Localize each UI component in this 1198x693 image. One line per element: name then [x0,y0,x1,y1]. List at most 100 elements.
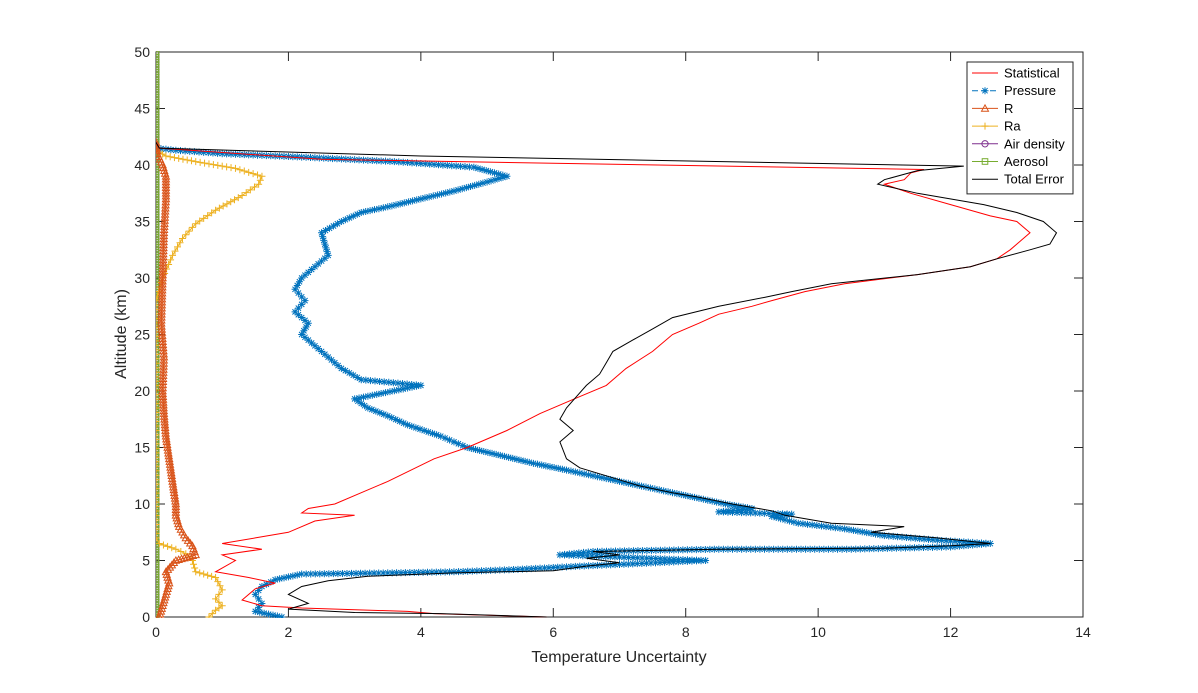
data-point-pressure [471,181,479,189]
data-point-ra [156,426,160,434]
data-point-pressure [417,381,425,389]
data-point-ra [200,570,208,578]
data-point-pressure [415,568,423,576]
data-point-pressure [867,529,875,537]
data-point-pressure [322,244,330,252]
data-point-pressure [625,553,633,561]
data-point-pressure [256,608,264,616]
data-point-pressure [357,376,365,384]
data-point-pressure [255,595,263,603]
data-point-pressure [421,194,429,202]
data-point-pressure [190,148,198,156]
data-point-pressure [293,153,301,161]
data-point-ra [205,613,213,618]
data-point-pressure [496,566,504,574]
data-point-pressure [311,154,319,162]
data-point-ra [156,359,160,367]
data-point-pressure [318,229,326,237]
data-point-pressure [404,159,412,167]
data-point-pressure [633,560,641,568]
data-point-pressure [301,271,309,279]
y-tick-label: 15 [134,440,150,456]
legend-marker-pressure [981,87,989,95]
data-point-pressure [738,505,746,513]
data-point-pressure [329,222,337,230]
data-point-pressure [861,545,869,553]
y-tick-label: 35 [134,214,150,230]
data-point-pressure [298,314,306,322]
data-point-pressure [412,381,420,389]
data-point-pressure [534,460,542,468]
data-point-pressure [388,414,396,422]
data-point-pressure [471,445,479,453]
data-point-pressure [251,607,259,615]
data-point-pressure [656,555,664,563]
data-point-pressure [783,510,791,518]
data-point-ra [201,159,209,167]
data-point-pressure [432,568,440,576]
data-point-pressure [960,542,968,550]
data-point-pressure [276,575,284,583]
data-point-ra [156,498,160,506]
data-point-ra [156,467,160,475]
data-point-pressure [200,148,208,156]
data-point-pressure [554,464,562,472]
data-point-pressure [338,570,346,578]
data-point-pressure [320,570,328,578]
data-point-pressure [395,386,403,394]
data-point-pressure [467,182,475,190]
data-point-pressure [730,502,738,510]
data-point-ra [156,435,160,443]
y-axis-title: Altitude (km) [113,289,130,379]
data-point-pressure [464,567,472,575]
data-point-pressure [919,544,927,552]
data-point-pressure [836,524,844,532]
data-point-pressure [262,580,270,588]
data-point-ra [156,373,160,381]
data-point-pressure [713,498,721,506]
data-point-pressure [704,496,712,504]
data-point-ra [227,164,235,172]
data-point-pressure [638,554,646,562]
data-point-pressure [389,379,397,387]
data-point-pressure [397,569,405,577]
data-point-pressure [371,206,379,214]
data-point-pressure [467,444,475,452]
data-point-pressure [284,573,292,581]
data-point-pressure [304,319,312,327]
data-point-pressure [236,150,244,158]
x-tick-label: 14 [1075,624,1091,640]
data-point-ra [156,440,160,448]
data-point-pressure [792,545,800,553]
data-point-pressure [845,526,853,534]
data-point-pressure [693,556,701,564]
data-point-pressure [298,293,306,301]
data-point-pressure [382,157,390,165]
series-r [156,137,201,618]
data-point-pressure [311,342,319,350]
data-point-pressure [616,477,623,485]
data-point-ra [204,212,212,220]
data-point-pressure [847,545,855,553]
data-point-pressure [380,378,388,386]
data-point-pressure [661,558,669,566]
data-point-pressure [430,160,438,168]
data-point-pressure [446,188,454,196]
data-point-pressure [388,569,396,577]
data-point-pressure [461,163,469,171]
data-point-pressure [362,208,370,216]
data-point-pressure [298,300,306,308]
data-point-pressure [294,311,302,319]
data-point-pressure [480,447,488,455]
data-point-pressure [643,554,651,562]
data-point-pressure [385,378,393,386]
series-aerosol [156,51,160,618]
data-point-ra [159,541,167,549]
data-point-r [163,565,173,573]
y-tick-label: 10 [134,496,150,512]
data-point-pressure [870,545,878,553]
data-point-pressure [329,155,337,163]
data-point-pressure [384,412,392,420]
data-point-pressure [316,570,324,578]
data-point-pressure [513,455,521,463]
